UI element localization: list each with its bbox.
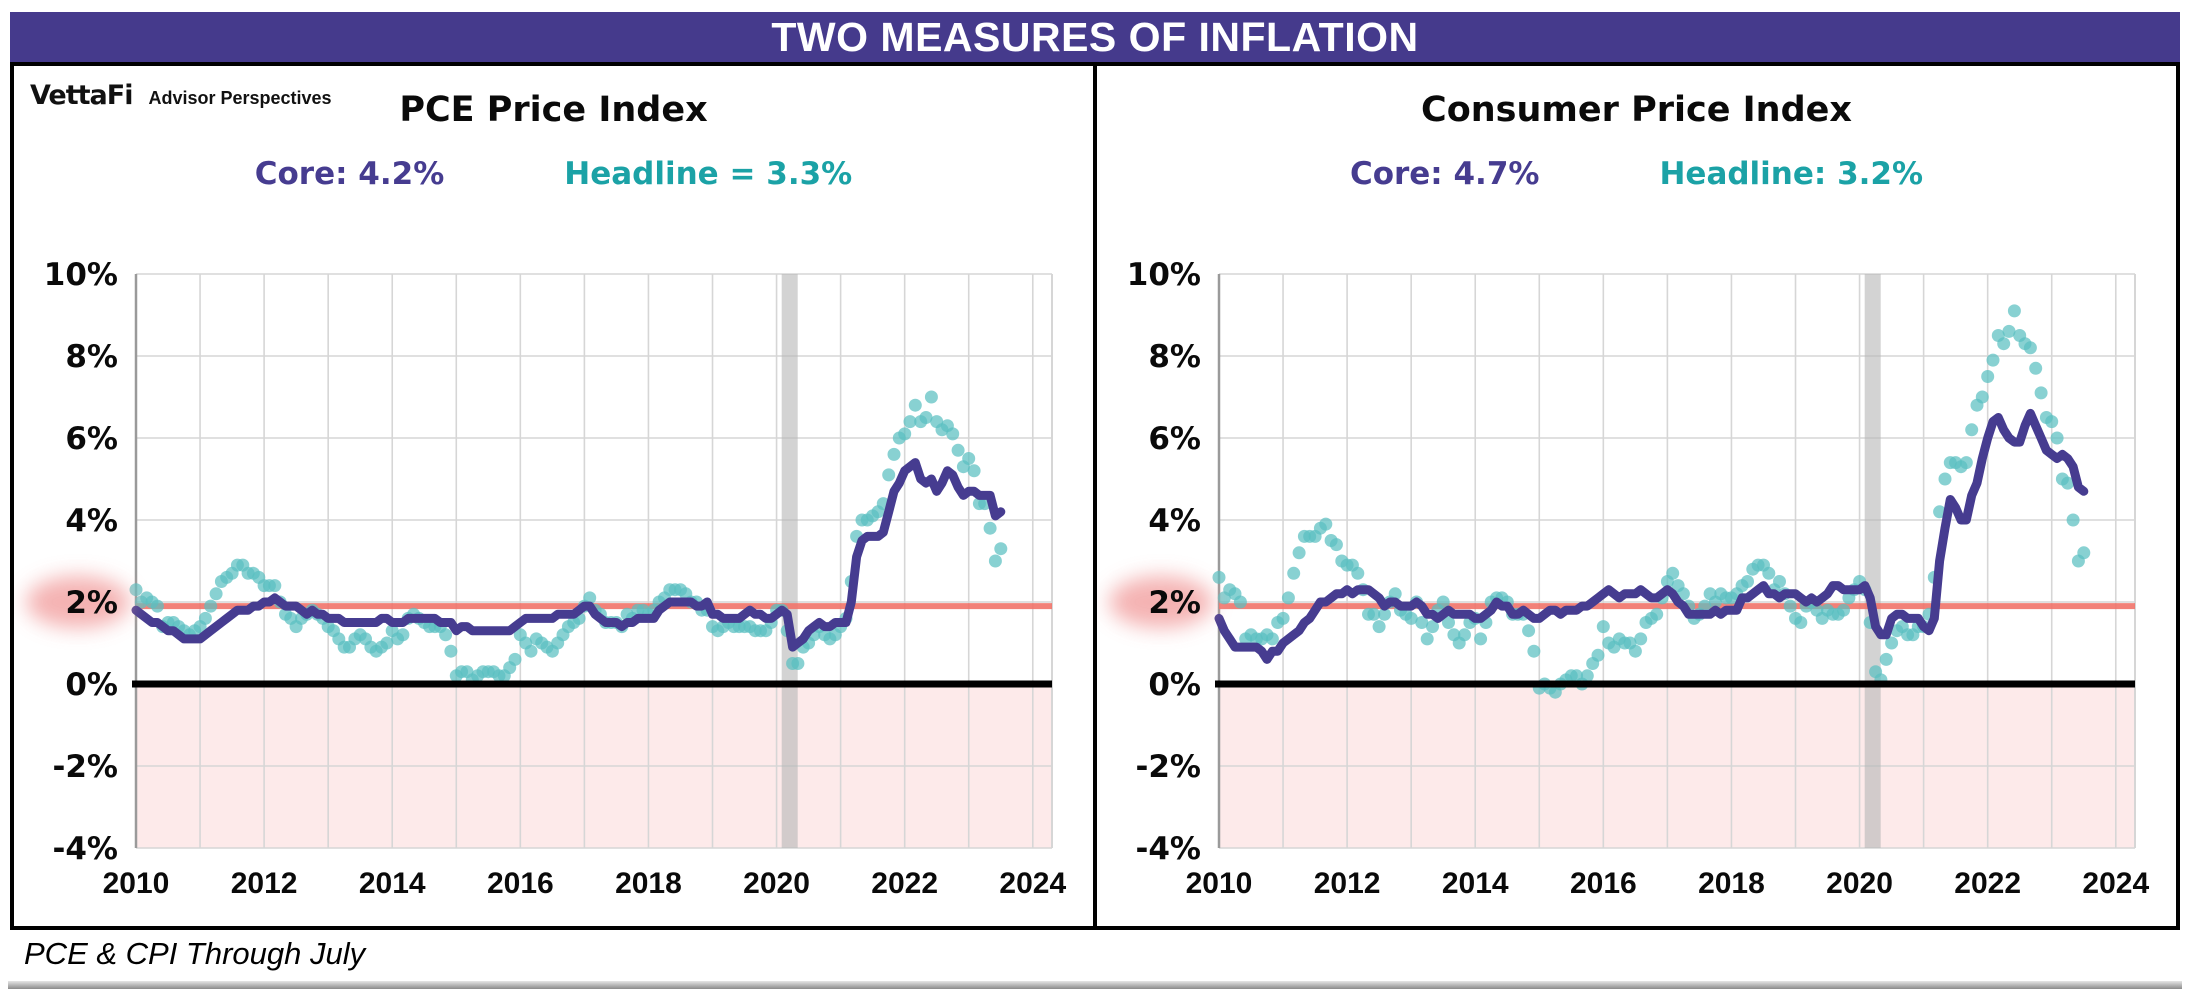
svg-text:8%: 8% — [1148, 339, 1201, 375]
cpi-legend: Core: 4.7% Headline: 3.2% — [1097, 156, 2176, 192]
svg-text:6%: 6% — [65, 421, 118, 457]
svg-text:10%: 10% — [1127, 258, 1201, 293]
page-title: TWO MEASURES OF INFLATION — [771, 13, 1419, 60]
cpi-headline-legend: Headline: 3.2% — [1659, 156, 1924, 192]
svg-text:4%: 4% — [1148, 503, 1201, 539]
svg-text:2022: 2022 — [1954, 867, 2021, 900]
svg-text:-2%: -2% — [53, 749, 119, 785]
header-banner: TWO MEASURES OF INFLATION — [10, 12, 2180, 62]
pce-headline-legend: Headline = 3.3% — [564, 156, 853, 192]
svg-text:-4%: -4% — [53, 831, 119, 867]
vettafi-logo: VettaFi Advisor Perspectives — [30, 80, 332, 111]
svg-text:0%: 0% — [65, 667, 118, 703]
svg-text:4%: 4% — [65, 503, 118, 539]
pce-panel: VettaFi Advisor Perspectives PCE Price I… — [14, 66, 1093, 926]
svg-text:2012: 2012 — [231, 867, 298, 900]
svg-text:-4%: -4% — [1136, 831, 1202, 867]
svg-text:2012: 2012 — [1314, 867, 1381, 900]
cpi-core-legend: Core: 4.7% — [1349, 156, 1540, 192]
cpi-chart: 10% 8% 6% 4% 2% 0% -2% -4%2010 2012 2014 2016 2018 2… — [1109, 258, 2149, 900]
svg-text:2020: 2020 — [743, 867, 810, 900]
svg-text:8%: 8% — [65, 339, 118, 375]
svg-text:2%: 2% — [1148, 585, 1201, 621]
svg-text:2010: 2010 — [103, 867, 170, 900]
bottom-divider — [8, 981, 2182, 989]
svg-text:10%: 10% — [44, 258, 118, 293]
svg-text:2024: 2024 — [2082, 867, 2149, 900]
pce-core-legend: Core: 4.2% — [254, 156, 445, 192]
svg-text:2018: 2018 — [615, 867, 682, 900]
svg-text:2%: 2% — [65, 585, 118, 621]
svg-text:2020: 2020 — [1826, 867, 1893, 900]
svg-text:2024: 2024 — [999, 867, 1066, 900]
pce-chart: 10% 8% 6% 4% 2% 0% -2% -4%2010 2012 2014 2016 2018 2… — [26, 258, 1066, 900]
pce-title: PCE Price Index — [399, 90, 708, 130]
svg-text:6%: 6% — [1148, 421, 1201, 457]
svg-text:2016: 2016 — [1570, 867, 1637, 900]
cpi-title: Consumer Price Index — [1421, 90, 1852, 130]
cpi-panel: Consumer Price Index Core: 4.7% Headline… — [1093, 66, 2176, 926]
svg-text:-2%: -2% — [1136, 749, 1202, 785]
svg-text:0%: 0% — [1148, 667, 1201, 703]
svg-text:2016: 2016 — [487, 867, 554, 900]
svg-text:2014: 2014 — [1442, 867, 1509, 900]
svg-text:2010: 2010 — [1186, 867, 1253, 900]
svg-text:2018: 2018 — [1698, 867, 1765, 900]
chart-panels: VettaFi Advisor Perspectives PCE Price I… — [10, 62, 2180, 930]
svg-text:2022: 2022 — [871, 867, 938, 900]
brand-tagline: Advisor Perspectives — [148, 88, 332, 108]
brand-name: VettaFi — [30, 80, 133, 111]
pce-legend: Core: 4.2% Headline = 3.3% — [14, 156, 1093, 192]
footer-note: PCE & CPI Through July — [24, 936, 366, 971]
svg-text:2014: 2014 — [359, 867, 426, 900]
